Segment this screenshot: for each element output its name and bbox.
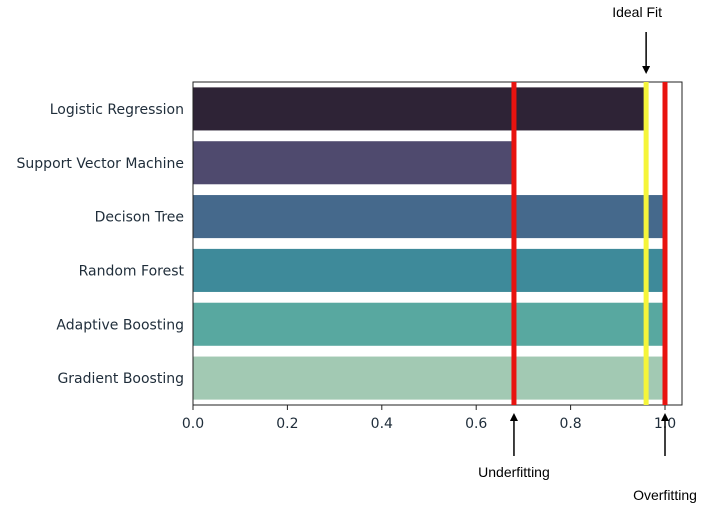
- x-tick-label: 0.6: [465, 416, 487, 432]
- bars-group: [193, 87, 665, 400]
- plot-frame: [192, 81, 683, 406]
- bar: [193, 248, 665, 292]
- x-tick-label: 0.2: [276, 416, 298, 432]
- annotation-label: Overfitting: [633, 487, 697, 503]
- x-axis-ticks: 0.0 0.2 0.4 0.6 0.8 1.0: [182, 405, 676, 432]
- annotations: Ideal Fit Underfitting Overfitting: [478, 4, 697, 503]
- category-label: Logistic Regression: [50, 102, 184, 118]
- category-labels: Logistic Regression Support Vector Machin…: [17, 102, 185, 387]
- category-label: Support Vector Machine: [17, 156, 184, 172]
- category-label: Decison Tree: [95, 210, 184, 226]
- x-tick-label: 0.0: [182, 416, 204, 432]
- bar: [193, 195, 665, 239]
- annotation-label: Underfitting: [478, 464, 550, 480]
- category-label: Gradient Boosting: [57, 371, 184, 387]
- annotation-label: Ideal Fit: [612, 4, 662, 20]
- bar: [193, 141, 514, 185]
- category-label: Random Forest: [79, 263, 185, 279]
- bar: [193, 87, 647, 131]
- category-label: Adaptive Boosting: [56, 317, 184, 333]
- x-tick-label: 0.4: [371, 416, 393, 432]
- bar: [193, 302, 665, 346]
- x-tick-label: 0.8: [559, 416, 581, 432]
- reference-lines: [511, 82, 668, 405]
- bar: [193, 356, 665, 400]
